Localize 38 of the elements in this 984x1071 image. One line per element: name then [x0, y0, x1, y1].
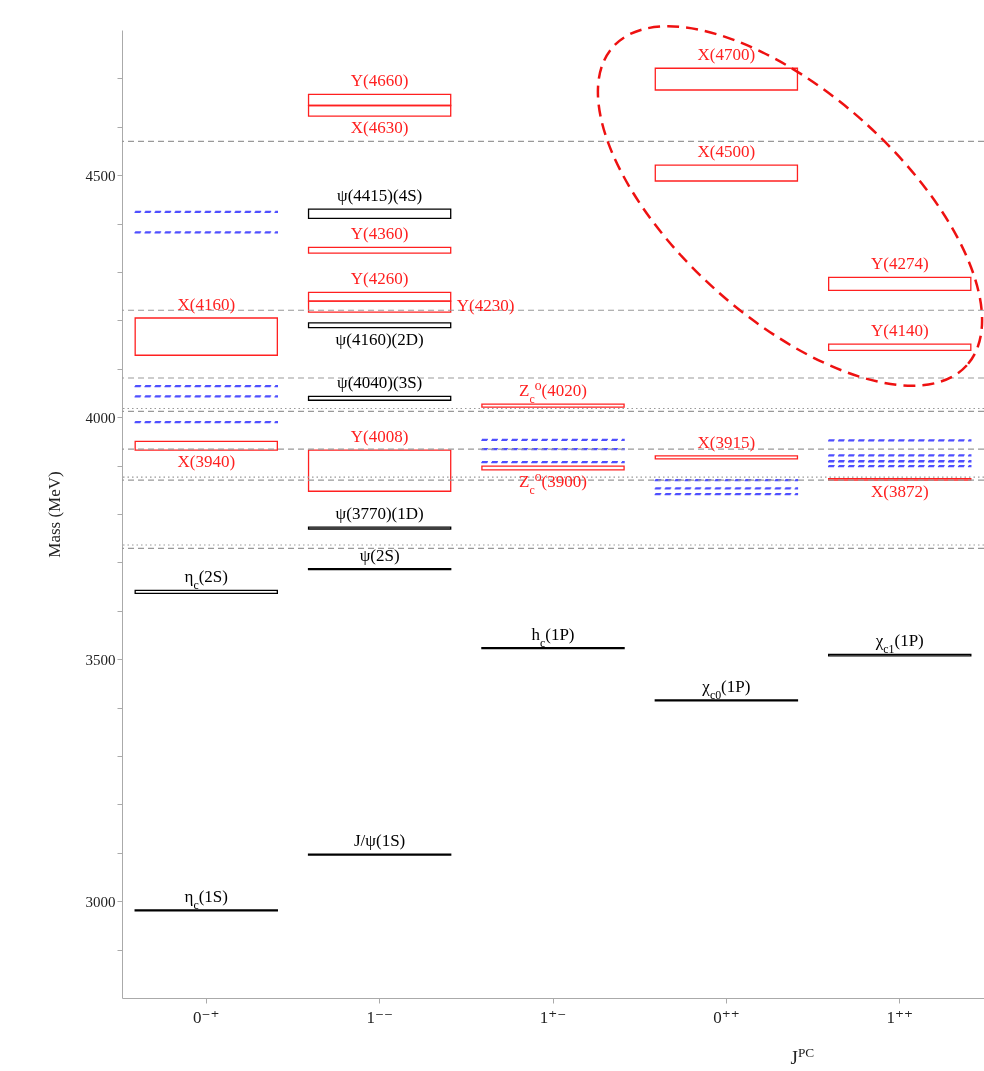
annotation: J/ψ(1S)	[354, 831, 406, 851]
x-tick-label: 1⁺⁻	[539, 1007, 567, 1027]
annotation: ψ(4160)(2D)	[335, 329, 424, 349]
y-axis-title: Mass (MeV)	[44, 471, 64, 558]
annotation: Y(4230)	[456, 296, 515, 315]
annotation: Z$_{c}$⁰(3900)	[519, 471, 587, 497]
x-tick-label: 0⁺⁺	[713, 1007, 740, 1027]
annotation: X(3872)	[870, 482, 929, 502]
y-tick-label: 3500	[85, 651, 116, 668]
annotation: Y(4140)	[870, 321, 929, 341]
annotation: Y(4660)	[350, 71, 409, 91]
annotation: X(4500)	[697, 142, 756, 162]
x-axis-title: J$^{PC}$	[790, 1044, 815, 1068]
annotation: X(4630)	[350, 118, 409, 138]
annotation: Y(4274)	[870, 254, 929, 274]
y-tick-label: 4500	[85, 167, 116, 184]
annotation: ψ(3770)(1D)	[335, 504, 424, 524]
annotation: Y(4260)	[350, 269, 409, 289]
y-tick-label: 4000	[85, 409, 116, 426]
x-tick-label: 1⁺⁺	[886, 1007, 913, 1027]
y-tick-label: 3000	[85, 893, 116, 910]
annotation: Y(4008)	[350, 427, 409, 447]
annotation: X(3915)	[697, 432, 756, 452]
annotation: ψ(4415)(4S)	[337, 186, 423, 206]
annotation: ψ(4040)(3S)	[337, 373, 423, 393]
annotation: η$_{c}$(1S)	[184, 886, 228, 912]
x-tick-label: 0⁻⁺	[193, 1007, 220, 1027]
annotation: Y(4360)	[350, 224, 409, 244]
annotation: X(4160)	[177, 294, 236, 314]
annotation: X(3940)	[177, 452, 236, 472]
annotation: χ$_{c1}$(1P)	[874, 631, 924, 657]
annotation: ψ(2S)	[359, 545, 400, 565]
annotation: χ$_{c0}$(1P)	[701, 676, 751, 702]
annotation: η$_{c}$(2S)	[184, 567, 228, 593]
annotation: X(4700)	[697, 45, 756, 65]
x-tick-label: 1⁻⁻	[366, 1007, 393, 1027]
annotation: Z$_{c}$⁰(4020)	[519, 381, 587, 407]
annotation: h$_{c}$(1P)	[531, 624, 575, 650]
